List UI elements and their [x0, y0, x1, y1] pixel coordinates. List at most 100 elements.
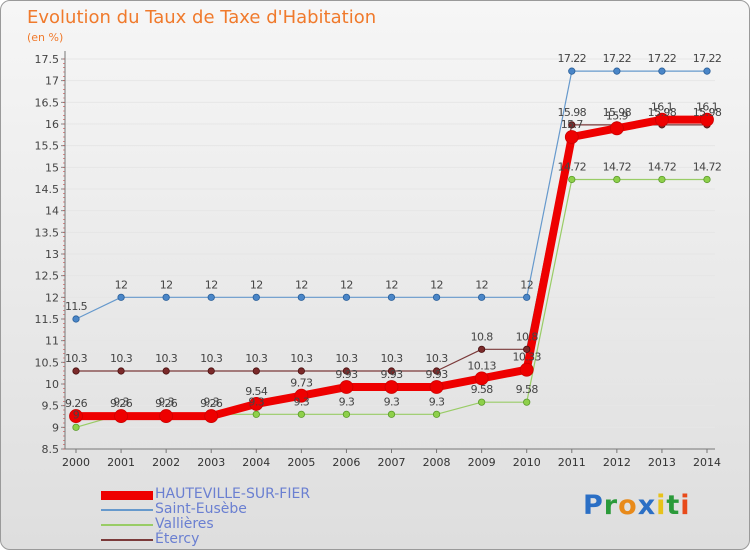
- data-point-etercy: [72, 367, 80, 375]
- logo-letter: P: [583, 490, 604, 521]
- legend-swatch-saint-eusebe: [101, 509, 153, 511]
- y-tick-label: 13.5: [35, 226, 60, 239]
- data-point-etercy: [342, 367, 351, 375]
- data-label-etercy: 10.3: [200, 352, 223, 365]
- data-label-hauteville: 9.26: [65, 397, 88, 410]
- data-point-hauteville: [159, 409, 174, 423]
- y-tick-label: 14.5: [35, 183, 60, 196]
- y-tick-label: 8.5: [42, 443, 60, 456]
- data-label-hauteville: 9.54: [245, 385, 268, 398]
- y-tick-label: 17.5: [35, 53, 60, 66]
- data-label-etercy: 15.98: [693, 106, 722, 119]
- data-point-saint-eusebe: [568, 67, 576, 75]
- data-label-hauteville: 9.93: [335, 368, 358, 381]
- y-tick-label: 11: [45, 335, 59, 348]
- y-tick-label: 14: [45, 205, 59, 218]
- data-point-saint-eusebe: [658, 67, 666, 75]
- data-label-etercy: 15.98: [603, 106, 632, 119]
- data-label-hauteville: 9.26: [110, 397, 133, 410]
- data-point-saint-eusebe: [387, 293, 396, 301]
- y-tick-label: 12.5: [35, 270, 60, 283]
- data-label-saint-eusebe: 11.5: [65, 300, 88, 313]
- data-point-hauteville: [655, 112, 669, 127]
- data-label-vallieres: 9.58: [471, 383, 494, 396]
- x-tick-label: 2006: [332, 456, 360, 469]
- data-point-saint-eusebe: [342, 293, 351, 301]
- data-label-vallieres: 9.3: [158, 395, 174, 408]
- data-label-etercy: 10.3: [335, 352, 358, 365]
- data-label-vallieres: 14.72: [603, 160, 632, 173]
- x-tick-label: 2010: [513, 456, 541, 469]
- data-point-etercy: [523, 345, 531, 353]
- data-label-hauteville: 15.7: [561, 118, 584, 131]
- data-label-saint-eusebe: 12: [250, 278, 263, 291]
- x-tick-label: 2009: [468, 456, 496, 469]
- x-tick-label: 2013: [648, 456, 676, 469]
- proxiti-logo: Proxiti: [583, 490, 691, 521]
- data-label-saint-eusebe: 17.22: [648, 52, 677, 65]
- data-label-saint-eusebe: 17.22: [558, 52, 587, 65]
- data-label-saint-eusebe: 12: [115, 278, 128, 291]
- data-label-vallieres: 14.72: [693, 160, 722, 173]
- data-label-vallieres: 9.3: [113, 395, 129, 408]
- x-tick-label: 2007: [378, 456, 406, 469]
- data-label-saint-eusebe: 17.22: [603, 52, 632, 65]
- chart-title: Evolution du Taux de Taxe d'Habitation: [27, 7, 377, 28]
- data-point-vallieres: [703, 175, 711, 184]
- legend-swatch-vallieres: [101, 524, 153, 526]
- legend-swatch-hauteville: [101, 491, 153, 500]
- data-label-saint-eusebe: 17.22: [693, 52, 722, 65]
- data-point-etercy: [568, 121, 576, 129]
- data-point-saint-eusebe: [72, 315, 80, 323]
- data-point-saint-eusebe: [432, 293, 441, 301]
- data-label-etercy: 10.3: [110, 352, 133, 365]
- data-point-hauteville: [204, 409, 219, 423]
- data-point-saint-eusebe: [252, 293, 260, 301]
- series-points: [69, 67, 714, 431]
- logo-letter: t: [666, 490, 681, 521]
- data-label-etercy: 10.3: [155, 352, 178, 365]
- data-label-hauteville: 9.26: [200, 397, 223, 410]
- data-point-hauteville: [114, 409, 128, 423]
- data-point-hauteville: [474, 371, 489, 386]
- data-label-vallieres: 14.72: [648, 160, 677, 173]
- data-label-vallieres: 9.58: [516, 383, 539, 396]
- data-label-hauteville: 9.93: [426, 368, 449, 381]
- data-point-hauteville: [339, 380, 354, 394]
- data-point-saint-eusebe: [297, 293, 305, 301]
- data-point-vallieres: [387, 410, 396, 418]
- data-point-etercy: [297, 367, 305, 375]
- x-tick-label: 2003: [197, 456, 225, 469]
- data-label-etercy: 10.3: [290, 352, 313, 365]
- logo-letter: i: [680, 490, 691, 521]
- y-tick-label: 15: [45, 161, 59, 174]
- y-tick-label: 9.5: [42, 400, 60, 413]
- legend-label-hauteville: HAUTEVILLE-SUR-FIER: [155, 486, 311, 502]
- data-point-hauteville: [294, 388, 309, 403]
- data-label-hauteville: 16.1: [696, 101, 718, 114]
- data-label-etercy: 10.8: [516, 330, 539, 343]
- data-label-etercy: 10.3: [65, 352, 88, 365]
- data-label-vallieres: 9.3: [248, 395, 264, 408]
- data-label-hauteville: 16.1: [651, 101, 673, 114]
- data-point-hauteville: [519, 362, 534, 377]
- logo-letter: o: [618, 490, 638, 521]
- data-label-etercy: 10.3: [380, 352, 403, 365]
- chart-axes: 8.5 9 9.5 10 10.5 11 11.5 12 12.5 13 13.5 14 14.5 15 1…: [35, 51, 721, 469]
- logo-letter: i: [656, 490, 667, 521]
- y-tick-label: 15.5: [35, 140, 60, 153]
- data-point-vallieres: [658, 175, 666, 184]
- data-point-vallieres: [478, 398, 486, 406]
- data-label-saint-eusebe: 12: [385, 278, 398, 291]
- data-label-saint-eusebe: 12: [205, 278, 218, 291]
- y-tick-label: 10.5: [35, 356, 60, 369]
- data-label-hauteville: 9.93: [380, 368, 403, 381]
- data-label-saint-eusebe: 12: [295, 278, 308, 291]
- data-label-hauteville: 9.26: [155, 397, 178, 410]
- data-point-vallieres: [297, 410, 305, 418]
- y-tick-label: 10: [45, 378, 59, 391]
- data-point-vallieres: [342, 410, 351, 418]
- data-point-etercy: [387, 367, 396, 375]
- data-label-saint-eusebe: 12: [430, 278, 443, 291]
